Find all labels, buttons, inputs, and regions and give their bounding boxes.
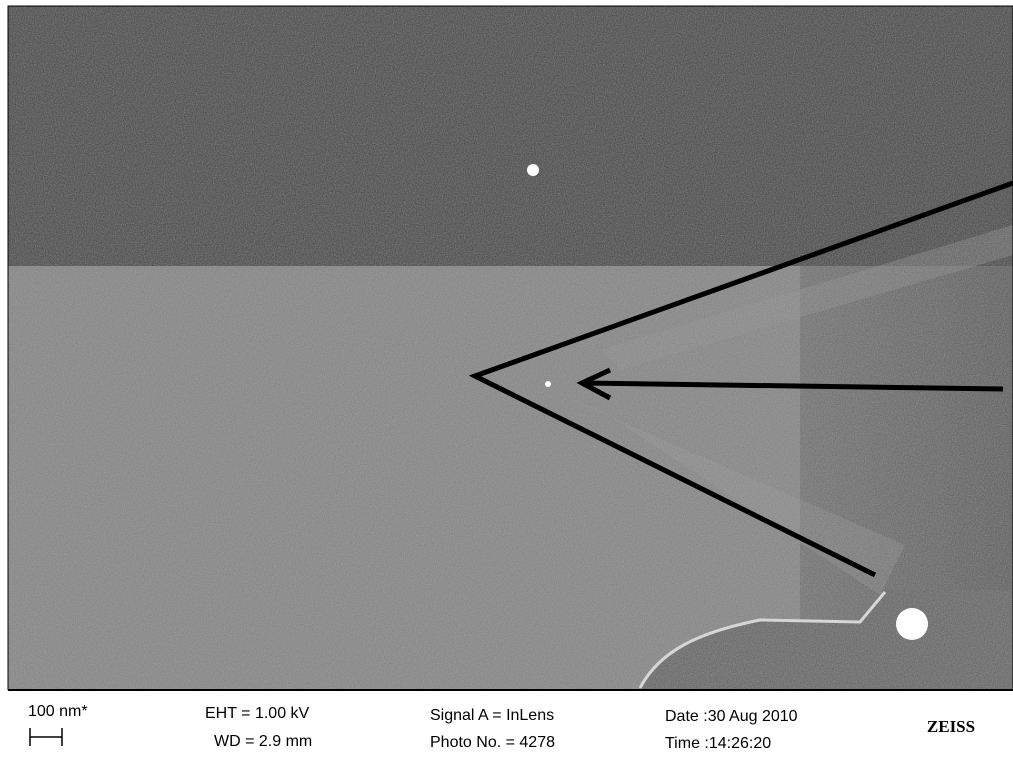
sem-micrograph: 100 nm* EHT = 1.00 kV WD = 2.9 mm Signal…: [0, 0, 1013, 764]
info-bar-bg: [0, 690, 1013, 764]
body: 100 nm* EHT = 1.00 kV WD = 2.9 mm Signal…: [0, 0, 1013, 764]
noise: [8, 6, 1013, 690]
image-area: [8, 6, 1013, 690]
time: Time :14:26:20: [665, 735, 771, 752]
signal: Signal A = InLens: [430, 707, 554, 724]
particle: [527, 164, 539, 176]
wd: WD = 2.9 mm: [214, 733, 312, 750]
date: Date :30 Aug 2010: [665, 708, 798, 725]
scale-label: 100 nm*: [28, 703, 88, 720]
particle: [896, 608, 928, 640]
particle: [545, 381, 551, 387]
page: {"info_bar": {"scale_bar": "100 nm*", "e…: [0, 0, 1013, 764]
eht: EHT = 1.00 kV: [205, 705, 310, 722]
photo-no: Photo No. = 4278: [430, 734, 555, 751]
info-bar: 100 nm* EHT = 1.00 kV WD = 2.9 mm Signal…: [0, 690, 1013, 764]
logo: ZEISS: [927, 717, 975, 736]
